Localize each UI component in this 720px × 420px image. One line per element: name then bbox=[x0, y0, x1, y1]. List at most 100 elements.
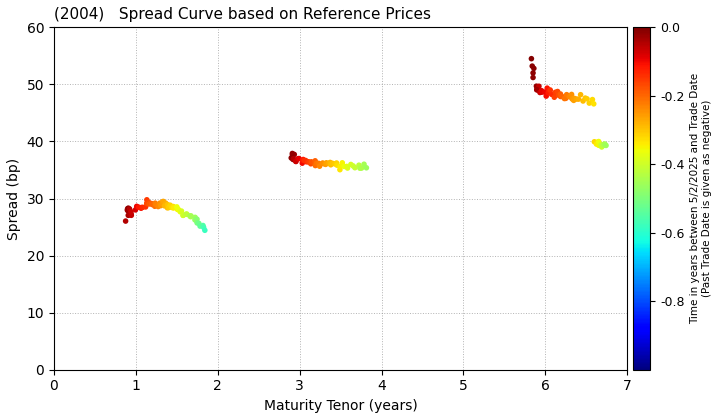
Point bbox=[141, 200, 153, 207]
Point bbox=[300, 158, 312, 165]
Point bbox=[311, 160, 323, 167]
Point bbox=[572, 96, 584, 102]
Point bbox=[163, 204, 174, 211]
Point bbox=[125, 212, 137, 219]
Point bbox=[553, 92, 564, 99]
Point bbox=[290, 158, 302, 165]
Point bbox=[287, 155, 299, 162]
Point bbox=[143, 201, 155, 207]
Point bbox=[555, 93, 567, 100]
Point bbox=[164, 202, 176, 209]
Point bbox=[149, 200, 161, 207]
Point bbox=[185, 213, 197, 219]
Point bbox=[130, 207, 141, 213]
Point bbox=[595, 141, 607, 148]
Point bbox=[534, 87, 545, 94]
Point bbox=[154, 200, 166, 207]
Point bbox=[544, 87, 556, 93]
Point bbox=[361, 164, 372, 171]
X-axis label: Maturity Tenor (years): Maturity Tenor (years) bbox=[264, 399, 418, 413]
Point bbox=[160, 200, 171, 207]
Point bbox=[289, 151, 300, 158]
Point bbox=[310, 162, 321, 169]
Point bbox=[305, 158, 317, 165]
Point bbox=[146, 201, 158, 208]
Point bbox=[354, 162, 365, 168]
Point bbox=[554, 91, 566, 97]
Point bbox=[172, 206, 184, 213]
Point bbox=[596, 144, 608, 150]
Point bbox=[580, 95, 591, 102]
Point bbox=[317, 160, 328, 167]
Point bbox=[192, 216, 203, 223]
Point bbox=[592, 139, 603, 146]
Point bbox=[141, 197, 153, 203]
Point bbox=[287, 151, 298, 158]
Point bbox=[587, 96, 598, 103]
Point bbox=[122, 205, 133, 212]
Point bbox=[336, 160, 348, 166]
Point bbox=[300, 157, 312, 164]
Point bbox=[120, 218, 131, 224]
Point bbox=[287, 150, 298, 157]
Point bbox=[153, 203, 164, 210]
Point bbox=[541, 85, 553, 92]
Point bbox=[292, 155, 304, 162]
Point bbox=[199, 227, 210, 234]
Point bbox=[581, 95, 593, 102]
Point bbox=[569, 95, 580, 102]
Point bbox=[595, 142, 607, 148]
Point bbox=[131, 203, 143, 210]
Point bbox=[168, 205, 179, 211]
Point bbox=[293, 155, 305, 162]
Point bbox=[181, 211, 192, 218]
Point bbox=[184, 213, 196, 219]
Point bbox=[177, 212, 189, 219]
Point bbox=[557, 93, 568, 100]
Point bbox=[189, 216, 201, 223]
Point bbox=[567, 96, 578, 102]
Point bbox=[176, 208, 187, 215]
Point bbox=[330, 160, 342, 166]
Point bbox=[527, 70, 539, 76]
Point bbox=[549, 89, 561, 96]
Point bbox=[122, 205, 134, 212]
Point bbox=[158, 198, 169, 205]
Point bbox=[531, 87, 543, 93]
Point bbox=[570, 96, 582, 102]
Point bbox=[563, 93, 575, 100]
Point bbox=[173, 206, 184, 213]
Point bbox=[309, 160, 320, 167]
Point bbox=[190, 217, 202, 224]
Point bbox=[564, 93, 575, 100]
Point bbox=[589, 139, 600, 145]
Point bbox=[337, 162, 348, 168]
Point bbox=[327, 160, 338, 167]
Point bbox=[593, 142, 605, 149]
Point bbox=[323, 160, 335, 167]
Point bbox=[141, 200, 153, 207]
Point bbox=[331, 162, 343, 168]
Point bbox=[137, 204, 148, 211]
Point bbox=[527, 74, 539, 81]
Point bbox=[144, 200, 156, 207]
Point bbox=[577, 97, 589, 104]
Point bbox=[526, 63, 538, 69]
Point bbox=[575, 91, 586, 98]
Point bbox=[345, 161, 356, 168]
Point bbox=[541, 93, 552, 100]
Point bbox=[135, 204, 147, 211]
Point bbox=[536, 87, 547, 94]
Point bbox=[122, 207, 133, 213]
Y-axis label: Spread (bp): Spread (bp) bbox=[7, 158, 21, 239]
Point bbox=[193, 220, 204, 227]
Point bbox=[197, 222, 209, 229]
Point bbox=[588, 100, 600, 107]
Point bbox=[317, 160, 328, 166]
Point bbox=[542, 89, 554, 96]
Point bbox=[124, 205, 135, 212]
Point bbox=[534, 89, 546, 96]
Point bbox=[526, 55, 537, 62]
Point bbox=[156, 201, 168, 207]
Point bbox=[125, 208, 137, 215]
